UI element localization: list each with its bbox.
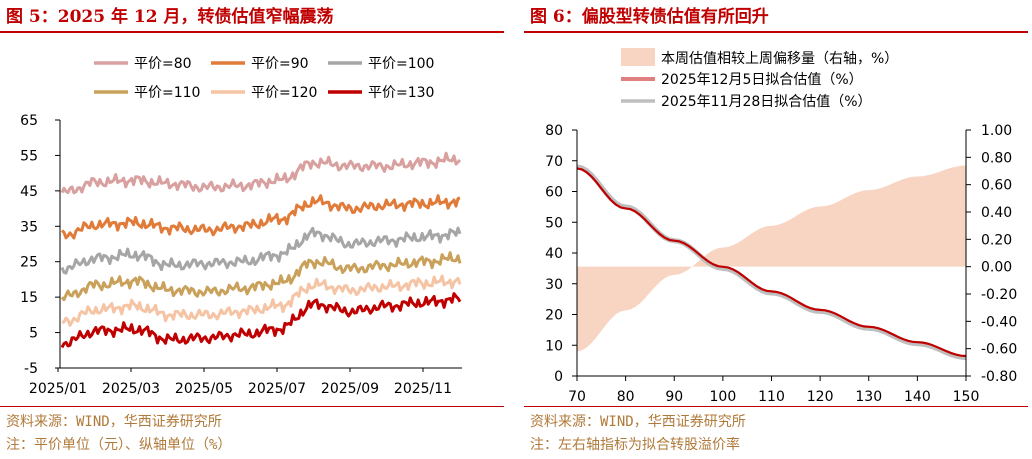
x-tick-label: 2025/01 (29, 381, 87, 397)
y-tick-label: 5 (29, 326, 38, 342)
y-right-tick-label: 0.60 (981, 178, 1012, 194)
series-line (60, 151, 462, 195)
y-left-tick-label: 50 (545, 215, 563, 231)
legend-label: 平价=100 (368, 56, 434, 72)
y-right-tick-label: 0.80 (981, 150, 1012, 166)
y-right-tick-label: -0.20 (981, 287, 1017, 303)
figure-6-title: 图 6：偏股型转债估值有所回升 (530, 7, 769, 27)
x-tick-label: 140 (904, 389, 931, 405)
title-rule (0, 31, 504, 33)
title-rule (524, 31, 1028, 33)
x-tick-label: 100 (710, 389, 737, 405)
figure-6-note: 注：左右轴指标为拟合转股溢价率 (530, 437, 740, 453)
x-tick-label: 2025/11 (394, 381, 452, 397)
legend-label: 平价=130 (368, 85, 434, 101)
shift-area (577, 165, 966, 352)
y-left-tick-label: 40 (545, 246, 563, 262)
figure-5-title: 图 5：2025 年 12 月，转债估值窄幅震荡 (6, 7, 334, 27)
y-tick-label: -5 (24, 361, 38, 377)
legend-label: 2025年11月28日拟合估值（%） (661, 94, 872, 110)
x-tick-label: 70 (568, 389, 586, 405)
x-tick-label: 2025/03 (102, 381, 160, 397)
x-tick-label: 150 (953, 389, 980, 405)
y-tick-label: 45 (20, 184, 38, 200)
figure-5-note: 注：平价单位（元）、纵轴单位（%） (6, 437, 232, 453)
x-tick-label: 110 (758, 389, 785, 405)
y-left-tick-label: 30 (545, 277, 563, 293)
y-right-tick-label: 0.00 (981, 260, 1012, 276)
x-tick-label: 2025/09 (321, 381, 379, 397)
series-line (60, 226, 462, 275)
legend-label: 平价=110 (134, 85, 200, 101)
y-right-tick-label: -0.40 (981, 314, 1017, 330)
legend-label: 平价=90 (251, 56, 309, 72)
y-left-tick-label: 70 (545, 154, 563, 170)
x-tick-label: 120 (807, 389, 834, 405)
y-left-tick-label: 10 (545, 338, 563, 354)
y-tick-label: 25 (20, 255, 38, 271)
y-left-tick-label: 20 (545, 308, 563, 324)
series-line (60, 251, 462, 302)
legend-swatch (621, 48, 655, 66)
fitted-premium-curve-chart: 本周估值相较上周偏移量（右轴，%） 2025年12月5日拟合估值（%） 2025年1… (545, 48, 1017, 405)
figure-6-source: 资料来源：WIND，华西证券研究所 (530, 414, 746, 430)
footer-rule (524, 406, 1028, 407)
y-left-tick-label: 0 (554, 369, 563, 385)
figure-5-panel: 图 5：2025 年 12 月，转债估值窄幅震荡 平价=80 平价=90 平价=10… (0, 0, 504, 459)
valuation-by-parity-chart: 平价=80 平价=90 平价=100 平价=110 平价=120 平价=130 65 55 45… (20, 56, 462, 397)
legend-label: 平价=120 (251, 85, 317, 101)
x-tick-label: 80 (617, 389, 635, 405)
x-tick-label: 90 (665, 389, 683, 405)
x-tick-label: 2025/05 (175, 381, 233, 397)
y-tick-label: 15 (20, 290, 38, 306)
y-right-tick-label: -0.80 (981, 369, 1017, 385)
footer-rule (0, 406, 504, 407)
y-tick-label: 65 (20, 113, 38, 129)
x-tick-label: 2025/07 (248, 381, 306, 397)
series-line (60, 292, 462, 349)
y-right-tick-label: 0.20 (981, 232, 1012, 248)
y-tick-label: 35 (20, 219, 38, 235)
legend-label: 2025年12月5日拟合估值（%） (661, 72, 863, 88)
curve-dec5 (576, 167, 967, 358)
y-right-tick-label: -0.60 (981, 342, 1017, 358)
figure-5-source: 资料来源：WIND，华西证券研究所 (6, 414, 222, 430)
series-line (60, 194, 461, 240)
y-left-tick-label: 60 (545, 185, 563, 201)
figure-6-panel: 图 6：偏股型转债估值有所回升 本周估值相较上周偏移量（右轴，%） 2025年12… (524, 0, 1032, 459)
y-left-tick-label: 80 (545, 123, 563, 139)
y-tick-label: 55 (20, 148, 38, 164)
x-tick-label: 130 (855, 389, 882, 405)
legend-label: 平价=80 (134, 56, 192, 72)
series-line (61, 274, 462, 327)
legend-label: 本周估值相较上周偏移量（右轴，%） (661, 51, 898, 67)
y-right-tick-label: 1.00 (981, 123, 1012, 139)
y-right-tick-label: 0.40 (981, 205, 1012, 221)
